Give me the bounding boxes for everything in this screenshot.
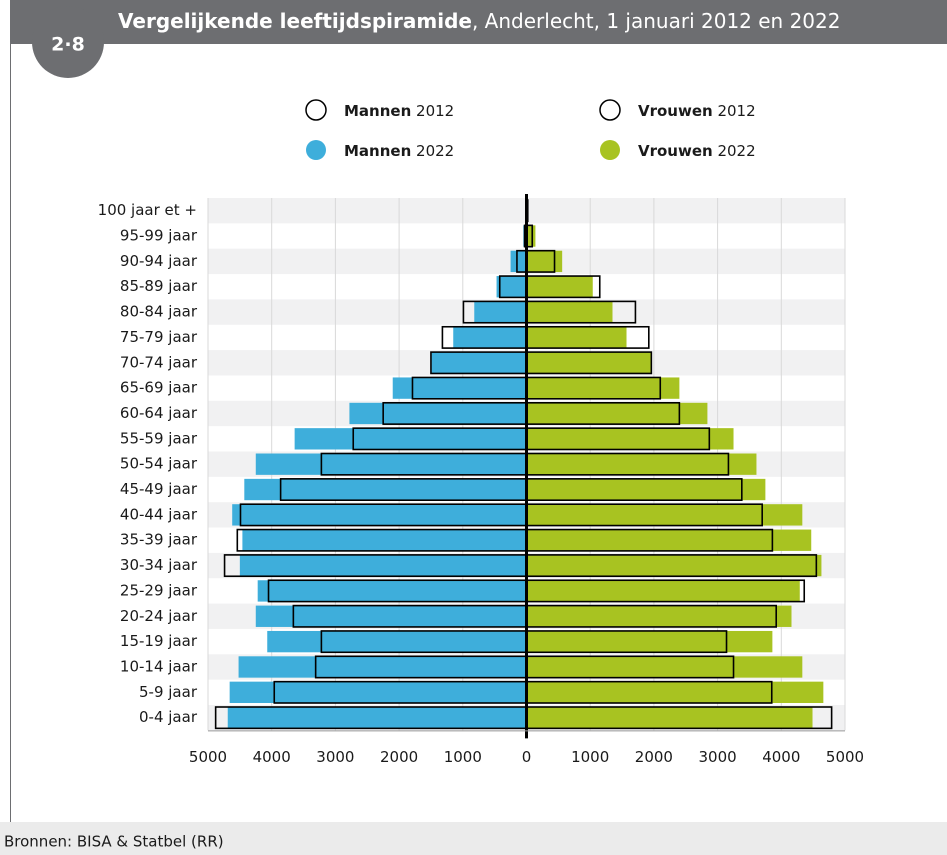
bar	[257, 580, 527, 602]
bar	[229, 681, 527, 703]
bar	[526, 301, 613, 323]
y-tick-label: 85-89 jaar	[120, 277, 198, 295]
y-tick-label: 80-84 jaar	[120, 303, 198, 321]
legend-label: Mannen 2012	[344, 102, 454, 120]
x-tick-label: 2000	[380, 748, 418, 766]
subtitle: , Anderlecht, 1 januari 2012 en 2022	[472, 9, 841, 33]
bar	[496, 276, 527, 298]
y-tick-label: 75-79 jaar	[120, 328, 198, 346]
legend-swatch	[600, 140, 620, 160]
bar	[526, 250, 563, 273]
bar	[526, 276, 593, 298]
y-tick-label: 60-64 jaar	[120, 404, 198, 422]
bar	[244, 478, 527, 501]
x-tick-label: 4000	[253, 748, 291, 766]
bar	[526, 554, 822, 577]
y-tick-label: 15-19 jaar	[120, 632, 198, 650]
bar	[510, 250, 527, 273]
y-tick-label: 90-94 jaar	[120, 252, 198, 270]
figure-number: 2·8	[51, 34, 85, 56]
x-tick-label: 3000	[699, 748, 737, 766]
y-tick-label: 5-9 jaar	[139, 683, 198, 701]
bar	[526, 428, 734, 450]
x-tick-label: 2000	[635, 748, 673, 766]
bar	[526, 656, 803, 678]
y-tick-label: 0-4 jaar	[139, 708, 198, 726]
bar	[526, 402, 708, 425]
y-tick-label: 25-29 jaar	[120, 581, 198, 599]
bar	[526, 326, 627, 349]
bar	[267, 630, 527, 653]
y-tick-label: 35-39 jaar	[120, 531, 198, 549]
x-tick-label: 0	[522, 748, 532, 766]
y-tick-label: 100 jaar et +	[98, 201, 197, 219]
x-tick-label: 5000	[826, 748, 864, 766]
bar	[239, 554, 527, 577]
x-tick-label: 1000	[444, 748, 482, 766]
bar	[526, 630, 773, 653]
bar	[232, 504, 527, 526]
footer-bar	[0, 822, 947, 855]
bar	[526, 529, 812, 551]
legend-label: Vrouwen 2012	[638, 102, 756, 120]
bar	[526, 580, 800, 602]
bar	[526, 352, 651, 374]
bar	[349, 402, 527, 425]
bar	[526, 681, 824, 703]
bar	[255, 453, 527, 475]
bar	[255, 605, 527, 627]
bar	[294, 428, 527, 450]
bar	[238, 656, 527, 678]
bar	[526, 377, 680, 399]
x-tick-label: 5000	[189, 748, 227, 766]
header-bar	[10, 0, 947, 44]
bar	[526, 504, 803, 526]
bar	[474, 301, 527, 323]
bar	[242, 529, 527, 551]
chart-title: Vergelijkende leeftijdspiramide, Anderle…	[118, 9, 840, 33]
y-tick-label: 50-54 jaar	[120, 455, 198, 473]
y-tick-label: 40-44 jaar	[120, 505, 198, 523]
bar	[453, 326, 527, 349]
legend-swatch	[305, 99, 327, 121]
badge	[32, 6, 104, 78]
y-tick-label: 65-69 jaar	[120, 379, 198, 397]
bar	[526, 707, 813, 729]
title-bold: Vergelijkende leeftijdspiramide	[118, 9, 472, 33]
bar	[431, 352, 527, 374]
x-tick-label: 4000	[762, 748, 800, 766]
bar	[526, 453, 757, 475]
y-tick-label: 45-49 jaar	[120, 480, 198, 498]
bar	[526, 605, 792, 627]
bar	[526, 478, 766, 501]
bar	[392, 377, 527, 399]
x-tick-label: 3000	[316, 748, 354, 766]
y-tick-label: 70-74 jaar	[120, 353, 198, 371]
x-tick-label: 1000	[571, 748, 609, 766]
y-tick-label: 95-99 jaar	[120, 227, 198, 245]
legend-label: Vrouwen 2022	[638, 142, 756, 160]
y-tick-label: 30-34 jaar	[120, 556, 198, 574]
y-tick-label: 20-24 jaar	[120, 607, 198, 625]
bar	[526, 225, 536, 247]
legend-swatch	[306, 140, 326, 160]
y-tick-label: 55-59 jaar	[120, 429, 198, 447]
legend-label: Mannen 2022	[344, 142, 454, 160]
bar	[227, 707, 527, 729]
legend-swatch	[599, 99, 621, 121]
source: Bronnen: BISA & Statbel (RR)	[4, 833, 224, 851]
y-tick-label: 10-14 jaar	[120, 657, 198, 675]
